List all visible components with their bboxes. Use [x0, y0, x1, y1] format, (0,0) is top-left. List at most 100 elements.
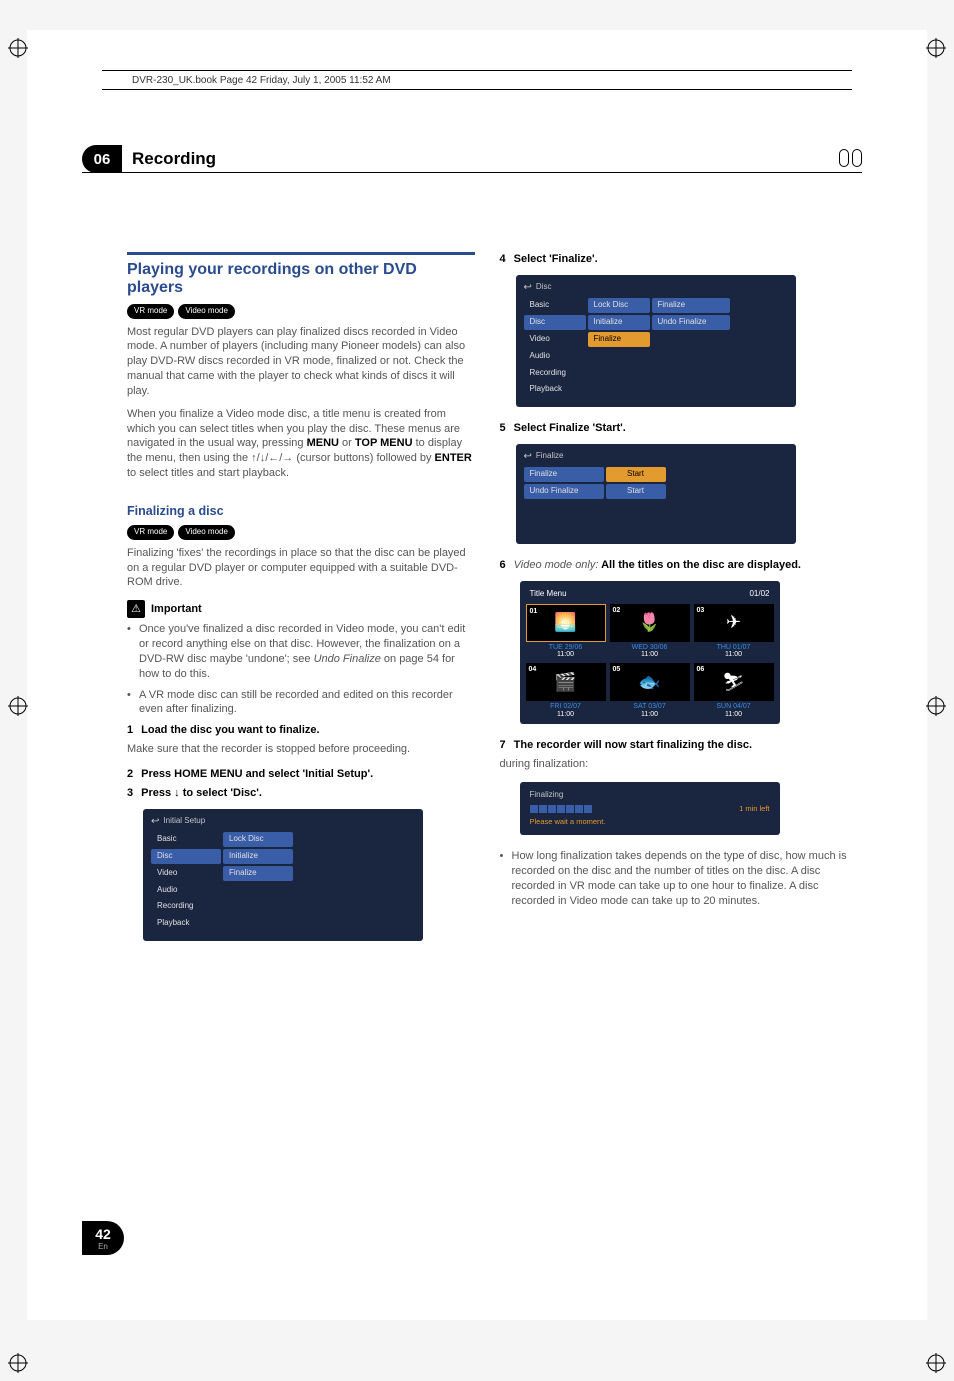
tm-thumbnail: 03✈ [694, 604, 774, 642]
tm-header-left: Title Menu [530, 589, 567, 600]
osd-finalize: Finalize Finalize Undo Finalize Start St… [516, 444, 796, 544]
osd-item: Initialize [223, 849, 293, 864]
osd-col-labels: Finalize Undo Finalize [524, 467, 604, 499]
tm-thumbnail: 05🐟 [610, 663, 690, 701]
important-label: Important [151, 602, 202, 617]
page-number-badge: 42 En [82, 1221, 124, 1255]
tm-number: 02 [613, 606, 621, 615]
vr-mode-badge: VR mode [127, 525, 174, 540]
chapter-bar: 06 Recording [82, 145, 862, 173]
tm-number: 06 [697, 665, 705, 674]
tail-list: How long finalization takes depends on t… [500, 849, 848, 908]
tm-label: TUE 29/0611:00 [526, 642, 606, 659]
chapter-underline [82, 172, 862, 173]
step-7: 7The recorder will now start finalizing … [500, 738, 848, 753]
osd-col-2: Lock Disc Initialize Finalize [588, 298, 650, 397]
tm-thumb-icon: 🎬 [554, 670, 576, 694]
step-2: 2Press HOME MENU and select 'Initial Set… [127, 767, 475, 782]
registration-mark-icon [8, 1353, 28, 1373]
osd-item: Audio [151, 883, 221, 898]
para-1: Most regular DVD players can play finali… [127, 325, 475, 399]
tm-number: 04 [529, 665, 537, 674]
left-column: Playing your recordings on other DVD pla… [127, 252, 475, 1200]
right-column: 4Select 'Finalize'. Disc Basic Disc Vide… [500, 252, 848, 1200]
registration-mark-icon [926, 38, 946, 58]
osd-item-selected: Disc [151, 849, 221, 864]
page-lang: En [98, 1242, 108, 1251]
osd-item: Lock Disc [223, 832, 293, 847]
osd-initial-setup: Initial Setup Basic Disc Video Audio Rec… [143, 809, 423, 941]
list-item: A VR mode disc can still be recorded and… [139, 688, 475, 718]
tm-header-right: 01/02 [749, 589, 769, 600]
pill-icon [852, 149, 862, 167]
page-number: 42 [95, 1226, 111, 1242]
osd-title: Finalize [524, 450, 788, 464]
osd-grid: Basic Disc Video Audio Recording Playbac… [524, 298, 788, 397]
osd-item: Undo Finalize [652, 315, 730, 330]
tm-cell: 06 ⛷ SUN 04/0711:00 [694, 663, 774, 718]
section-title: Playing your recordings on other DVD pla… [127, 261, 475, 298]
progress-segment [575, 805, 583, 813]
osd-item-selected: Disc [524, 315, 586, 330]
video-mode-badge: Video mode [178, 304, 235, 319]
fin-wait-text: Please wait a moment. [530, 817, 770, 827]
tm-cell: 04 🎬 FRI 02/0711:00 [526, 663, 606, 718]
mode-badges-2: VR mode Video mode [127, 525, 475, 540]
section-bar [127, 252, 475, 255]
osd-item: Finalize [223, 866, 293, 881]
title-menu: Title Menu 01/02 01 🌅 TUE 29/0611:00 02 🌷 WED… [520, 581, 780, 725]
subsection-title: Finalizing a disc [127, 503, 475, 520]
osd-item: Playback [524, 382, 586, 397]
osd-title: Initial Setup [151, 815, 415, 829]
tm-number: 01 [530, 607, 538, 616]
tm-cell: 02 🌷 WED 30/0611:00 [610, 604, 690, 659]
tm-label: FRI 02/0711:00 [526, 701, 606, 718]
warning-icon: ⚠ [127, 600, 145, 618]
pill-icon [839, 149, 849, 167]
tm-thumb-icon: ⛷ [722, 670, 745, 694]
content-area: Playing your recordings on other DVD pla… [127, 252, 847, 1200]
osd-item: Recording [524, 366, 586, 381]
tm-thumbnail: 02 🌷 [610, 604, 690, 642]
chapter-number: 06 [82, 145, 122, 173]
osd-item: Basic [524, 298, 586, 313]
spacer [127, 489, 475, 503]
step-1-sub: Make sure that the recorder is stopped b… [127, 742, 475, 757]
osd-item: Undo Finalize [524, 484, 604, 499]
tm-cell: 05🐟SAT 03/0711:00 [610, 663, 690, 718]
osd-item: Lock Disc [588, 298, 650, 313]
osd-grid: Basic Disc Video Audio Recording Playbac… [151, 832, 415, 931]
step-4: 4Select 'Finalize'. [500, 252, 848, 267]
osd-item: Playback [151, 916, 221, 931]
registration-mark-icon [8, 696, 28, 716]
important-row: ⚠ Important [127, 600, 475, 618]
step-6: 6Video mode only: All the titles on the … [500, 558, 848, 573]
registration-mark-icon [926, 1353, 946, 1373]
tm-thumb-icon: 🌅 [554, 610, 576, 634]
osd-item: Basic [151, 832, 221, 847]
osd-title: Disc [524, 281, 788, 295]
osd-item: Finalize [524, 467, 604, 482]
tm-number: 05 [613, 665, 621, 674]
tm-cell: 01 🌅 TUE 29/0611:00 [526, 604, 606, 659]
tm-label: SAT 03/0711:00 [610, 701, 690, 718]
tm-thumbnail: 01 🌅 [526, 604, 606, 642]
osd-col-1: Basic Disc Video Audio Recording Playbac… [524, 298, 586, 397]
osd-col-3: Finalize Undo Finalize [652, 298, 730, 397]
osd-item: Finalize [652, 298, 730, 313]
tm-thumbnail: 06 ⛷ [694, 663, 774, 701]
osd-col-right: Lock Disc Initialize Finalize [223, 832, 293, 931]
tm-cell: 03✈THU 01/0711:00 [694, 604, 774, 659]
osd-item-highlight: Finalize [588, 332, 650, 347]
step-5: 5Select Finalize 'Start'. [500, 421, 848, 436]
tm-label: SUN 04/0711:00 [694, 701, 774, 718]
book-header-text: DVR-230_UK.book Page 42 Friday, July 1, … [132, 75, 391, 86]
tm-label: WED 30/0611:00 [610, 642, 690, 659]
tm-label: THU 01/0711:00 [694, 642, 774, 659]
important-list: Once you've finalized a disc recorded in… [127, 622, 475, 717]
tm-header: Title Menu 01/02 [526, 587, 774, 604]
osd-item: Video [151, 866, 221, 881]
registration-mark-icon [926, 696, 946, 716]
tm-thumb-icon: 🌷 [638, 610, 660, 634]
vr-mode-badge: VR mode [127, 304, 174, 319]
